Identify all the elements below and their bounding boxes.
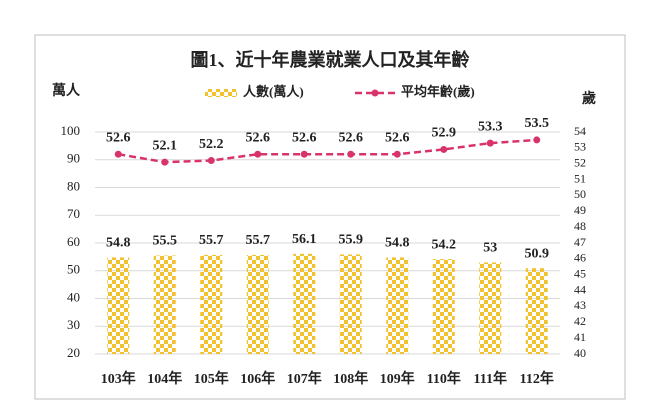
data-label: 53.3 <box>478 119 503 134</box>
line-marker <box>486 139 494 147</box>
bar <box>339 254 362 354</box>
line-marker <box>161 158 169 166</box>
y-axis-label: 萬人 <box>52 82 81 99</box>
data-label: 55.7 <box>199 233 224 248</box>
y2-tick-label: 40 <box>574 346 586 360</box>
x-tick-label: 111年 <box>474 370 507 387</box>
y2-tick-label: 48 <box>574 219 586 233</box>
y-tick-label: 40 <box>67 289 80 304</box>
line-marker <box>347 150 355 158</box>
line-marker <box>533 136 541 144</box>
line-marker <box>207 157 215 165</box>
y2-tick-label: 54 <box>574 124 586 138</box>
y2-tick-label: 44 <box>574 282 586 296</box>
legend-marker <box>371 89 379 97</box>
line-marker <box>300 150 308 158</box>
x-tick-label: 104年 <box>147 370 182 387</box>
legend-swatch <box>205 89 237 97</box>
y-tick-label: 100 <box>61 123 81 138</box>
y-tick-label: 30 <box>67 317 80 332</box>
y-tick-label: 90 <box>67 151 80 166</box>
x-tick-label: 110年 <box>427 370 461 387</box>
data-label: 53.5 <box>525 116 550 131</box>
y2-axis-label: 歲 <box>582 90 596 107</box>
data-label: 52.6 <box>106 130 131 145</box>
y2-tick-label: 43 <box>574 298 586 312</box>
y-tick-label: 50 <box>67 262 80 277</box>
bar <box>479 262 502 354</box>
data-label: 52.6 <box>385 130 410 145</box>
legend-label: 平均年齡(歲) <box>401 84 475 99</box>
line-marker <box>393 150 401 158</box>
bar <box>432 259 455 354</box>
x-tick-label: 103年 <box>101 370 136 387</box>
data-label: 56.1 <box>292 232 317 247</box>
y2-tick-label: 47 <box>574 235 586 249</box>
bar <box>200 254 223 354</box>
bar <box>107 257 130 354</box>
x-tick-label: 107年 <box>287 370 322 387</box>
y2-tick-label: 53 <box>574 140 586 154</box>
y2-tick-label: 49 <box>574 203 586 217</box>
line <box>118 138 537 164</box>
data-label: 52.2 <box>199 137 224 152</box>
data-label: 50.9 <box>525 246 550 261</box>
x-tick-label: 105年 <box>194 370 229 387</box>
data-label: 52.6 <box>292 130 317 145</box>
chart-title: 圖1、近十年農業就業人口及其年齡 <box>191 49 470 70</box>
data-label: 54.8 <box>106 236 131 251</box>
y-tick-label: 60 <box>67 234 80 249</box>
bar <box>246 254 269 354</box>
x-tick-label: 112年 <box>520 370 554 387</box>
data-label: 54.2 <box>432 237 457 252</box>
line-marker <box>440 145 448 153</box>
legend-label: 人數(萬人) <box>243 84 304 99</box>
data-label: 52.1 <box>153 138 178 153</box>
data-label: 55.7 <box>246 233 271 248</box>
data-label: 52.6 <box>339 130 364 145</box>
x-tick-label: 108年 <box>333 370 368 387</box>
x-tick-label: 109年 <box>380 370 415 387</box>
bar <box>386 257 409 354</box>
y2-tick-label: 45 <box>574 266 586 280</box>
data-label: 55.5 <box>153 234 178 249</box>
bar <box>153 255 176 354</box>
bar <box>293 253 316 354</box>
y2-tick-label: 52 <box>574 155 586 169</box>
line-marker <box>114 150 122 158</box>
data-label: 53 <box>483 241 497 256</box>
y-tick-label: 80 <box>67 178 80 193</box>
y2-tick-label: 46 <box>574 251 586 265</box>
y2-tick-label: 50 <box>574 187 586 201</box>
bar <box>525 268 548 354</box>
y2-tick-label: 41 <box>574 330 586 344</box>
line-marker <box>254 150 262 158</box>
y-tick-label: 70 <box>67 206 80 221</box>
data-label: 52.9 <box>432 126 457 141</box>
data-label: 55.9 <box>339 233 364 248</box>
x-tick-label: 106年 <box>240 370 275 387</box>
data-label: 52.6 <box>246 130 271 145</box>
y2-tick-label: 42 <box>574 314 586 328</box>
y-tick-label: 20 <box>67 345 80 360</box>
data-label: 54.8 <box>385 236 410 251</box>
y2-tick-label: 51 <box>574 171 586 185</box>
